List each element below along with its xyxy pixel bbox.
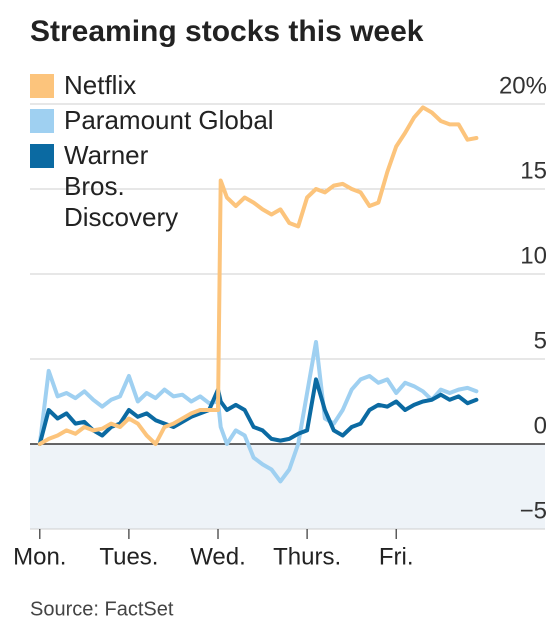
legend-swatch: [30, 144, 54, 168]
line-series: [37, 377, 479, 446]
legend: Netflix Paramount Global Warner Bros. Disc…: [30, 70, 320, 237]
legend-label: Paramount Global: [64, 105, 274, 135]
y-tick-label: −5: [520, 497, 547, 524]
legend-swatch: [30, 109, 54, 133]
negative-region: [30, 444, 545, 529]
line-series: [37, 105, 479, 446]
x-tick-label: Thurs.: [273, 543, 341, 570]
legend-swatch: [30, 74, 54, 98]
legend-item: Warner Bros. Discovery: [30, 140, 320, 233]
y-tick-label: 5: [534, 327, 547, 354]
y-tick-label: 15: [520, 157, 547, 184]
source: Source: FactSet: [30, 598, 174, 620]
legend-item: Paramount Global: [30, 105, 320, 136]
x-tick-label: Mon.: [13, 543, 66, 570]
legend-label: Netflix: [64, 70, 137, 100]
y-tick-label: 10: [520, 242, 547, 269]
x-tick-label: Tues.: [99, 543, 158, 570]
line-series: [37, 340, 479, 484]
y-tick-label: 0: [534, 412, 547, 439]
x-tick-label: Wed.: [190, 543, 246, 570]
legend-label: Warner Bros. Discovery: [64, 140, 179, 232]
x-tick-label: Fri.: [379, 543, 414, 570]
legend-item: Netflix: [30, 70, 320, 101]
y-tick-label: 20%: [499, 72, 547, 99]
chart-title: Streaming stocks this week: [30, 15, 424, 48]
